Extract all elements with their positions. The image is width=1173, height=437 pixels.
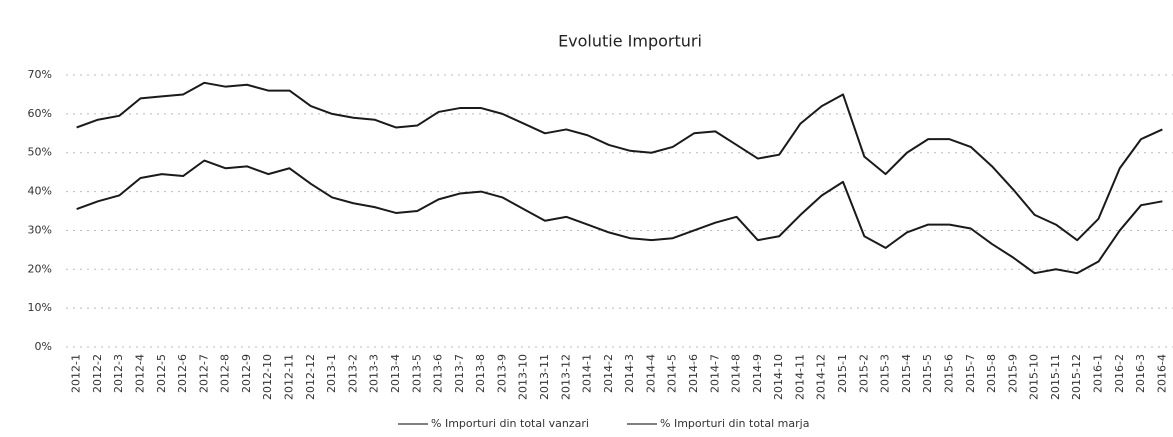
x-tick-label: 2015-9 <box>1006 354 1019 393</box>
legend-label: % Importuri din total vanzari <box>431 417 589 430</box>
x-tick-label: 2013-4 <box>389 354 402 393</box>
chart-title: Evolutie Importuri <box>558 32 702 51</box>
x-tick-label: 2016-3 <box>1134 354 1147 393</box>
x-tick-label: 2014-2 <box>602 354 615 393</box>
y-tick-label: 10% <box>28 301 52 314</box>
y-tick-label: 30% <box>28 223 52 236</box>
x-tick-label: 2015-12 <box>1070 354 1083 400</box>
x-tick-label: 2012-8 <box>219 354 232 393</box>
x-tick-label: 2013-1 <box>325 354 338 393</box>
x-tick-label: 2015-3 <box>879 354 892 393</box>
x-tick-label: 2013-9 <box>495 354 508 393</box>
x-tick-label: 2016-4 <box>1155 354 1168 393</box>
x-tick-label: 2012-7 <box>197 354 210 393</box>
x-tick-label: 2012-9 <box>240 354 253 393</box>
x-tick-label: 2015-1 <box>836 354 849 393</box>
y-tick-label: 0% <box>35 340 52 353</box>
y-tick-label: 60% <box>28 107 52 120</box>
x-tick-label: 2015-5 <box>921 354 934 393</box>
x-tick-label: 2014-11 <box>793 354 806 400</box>
x-tick-label: 2013-6 <box>432 354 445 393</box>
x-tick-label: 2013-8 <box>474 354 487 393</box>
x-tick-label: 2013-2 <box>346 354 359 393</box>
x-tick-label: 2013-10 <box>517 354 530 400</box>
x-tick-label: 2014-7 <box>708 354 721 393</box>
x-tick-label: 2014-9 <box>751 354 764 393</box>
x-tick-label: 2015-8 <box>985 354 998 393</box>
x-tick-label: 2013-12 <box>559 354 572 400</box>
x-tick-label: 2013-11 <box>538 354 551 400</box>
y-tick-label: 20% <box>28 262 52 275</box>
x-tick-label: 2012-1 <box>70 354 83 393</box>
x-tick-label: 2014-4 <box>644 354 657 393</box>
y-tick-label: 40% <box>28 185 52 198</box>
x-tick-label: 2014-1 <box>581 354 594 393</box>
x-tick-label: 2015-6 <box>942 354 955 393</box>
x-tick-label: 2014-5 <box>666 354 679 393</box>
x-tick-label: 2012-4 <box>134 354 147 393</box>
x-tick-label: 2012-11 <box>283 354 296 400</box>
x-tick-label: 2014-3 <box>623 354 636 393</box>
x-tick-label: 2014-6 <box>687 354 700 393</box>
x-tick-label: 2012-2 <box>91 354 104 393</box>
x-tick-label: 2016-2 <box>1113 354 1126 393</box>
series-line <box>76 81 1163 242</box>
x-tick-label: 2013-5 <box>410 354 423 393</box>
x-tick-label: 2012-12 <box>304 354 317 400</box>
x-tick-label: 2013-3 <box>368 354 381 393</box>
series-line <box>76 159 1163 275</box>
legend-label: % Importuri din total marja <box>660 417 809 430</box>
x-tick-label: 2013-7 <box>453 354 466 393</box>
x-tick-label: 2015-10 <box>1028 354 1041 400</box>
y-tick-label: 50% <box>28 146 52 159</box>
x-tick-label: 2012-6 <box>176 354 189 393</box>
x-tick-label: 2012-10 <box>261 354 274 400</box>
x-tick-label: 2015-2 <box>857 354 870 393</box>
x-tick-label: 2014-8 <box>730 354 743 393</box>
x-tick-label: 2015-4 <box>900 354 913 393</box>
x-tick-label: 2012-5 <box>155 354 168 393</box>
x-tick-label: 2015-11 <box>1049 354 1062 400</box>
x-tick-label: 2016-1 <box>1091 354 1104 393</box>
x-tick-label: 2012-3 <box>112 354 125 393</box>
x-tick-label: 2014-12 <box>815 354 828 400</box>
x-tick-label: 2014-10 <box>772 354 785 400</box>
y-tick-label: 70% <box>28 68 52 81</box>
x-tick-label: 2015-7 <box>964 354 977 393</box>
